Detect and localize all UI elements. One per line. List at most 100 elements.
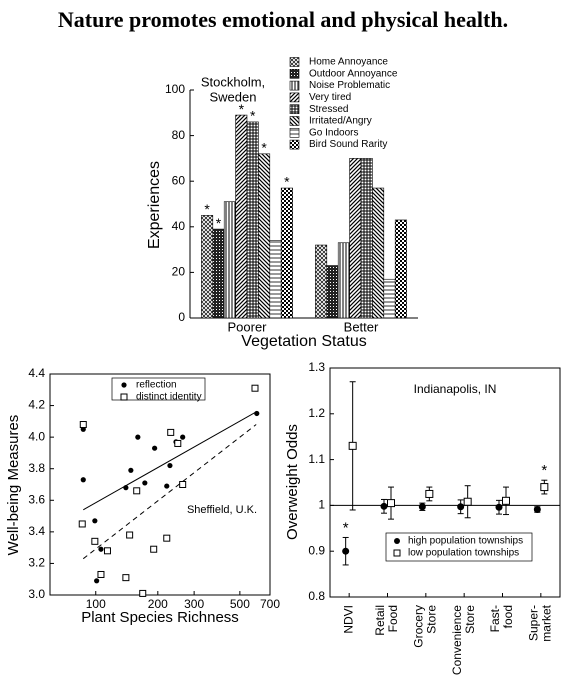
y-tick-label: 1.2 [308,406,325,420]
legend-label: Outdoor Annoyance [309,68,398,79]
legend-swatch [289,104,300,114]
point [123,485,129,491]
y-tick-label: 80 [172,128,186,142]
x-tick-label: 200 [148,597,168,611]
point [463,497,472,506]
point [80,477,86,483]
x-tick-label: food [501,605,515,628]
annotation: Indianapolis, IN [414,382,497,396]
x-tick-label: market [540,604,554,641]
bar [337,242,350,319]
x-tick-label: Retail [373,605,387,636]
legend-frame [385,532,533,562]
y-axis-label: Well-being Measures [5,415,22,556]
legend-label: Home Annoyance [309,57,388,68]
significance: * [261,140,267,156]
point [92,518,98,524]
point [254,410,260,417]
significance: * [284,174,290,190]
y-tick-label: 0.9 [308,543,325,557]
x-tick-label: 100 [86,597,106,611]
fit-line [82,424,257,560]
bar [280,187,293,319]
point [342,547,350,555]
x-tick-label: Store [463,605,477,634]
point [163,534,171,542]
point [495,503,503,511]
significance: * [216,215,222,231]
y-tick-label: 1.1 [308,452,325,466]
bar [349,158,362,319]
point [139,589,147,597]
legend-marker [393,549,401,557]
point [152,445,158,451]
point [97,570,105,578]
y-tick-label: 3.4 [28,524,45,538]
legend-swatch [289,57,300,67]
bar [315,244,328,319]
bar [326,265,339,319]
point [164,483,170,489]
bar [212,228,225,319]
annotation: Sweden [210,89,257,104]
y-tick-label: 3.0 [28,587,45,601]
bar [372,187,385,319]
y-tick-label: 3.8 [28,461,45,475]
point [179,481,187,488]
point [174,439,182,447]
bar [246,121,259,319]
point [121,382,127,388]
legend-swatch [289,128,300,138]
legend-label: reflection [136,380,177,391]
point [348,441,357,450]
y-axis-label: Overweight Odds [284,424,301,540]
point [418,503,426,511]
point [380,502,388,510]
y-tick-label: 40 [172,219,186,233]
x-tick-label: Food [386,605,400,632]
y-tick-label: 4.2 [28,398,45,412]
y-tick-label: 0.8 [308,589,325,603]
point [502,496,510,505]
x-tick-label: NDVI [341,605,355,634]
x-tick-label: Store [425,605,439,634]
legend-frame [111,377,206,401]
fit-line [83,411,257,511]
x-tick-label: 300 [184,597,204,611]
point [180,434,186,440]
bar [269,240,282,319]
legend-label: Stressed [309,104,348,115]
legend-label: Bird Sound Rarity [309,139,387,150]
point [457,503,465,511]
legend-swatch [289,80,300,91]
legend-label: low population townships [408,548,519,559]
bar [258,153,271,319]
point [150,545,158,553]
legend-label: high population townships [408,536,523,547]
x-axis-label: Vegetation Status [241,333,366,350]
x-tick-label: Poorer [227,319,267,334]
y-tick-label: 1 [318,498,325,512]
legend-label: Irritated/Angry [309,116,372,127]
x-tick-label: Grocery [412,605,426,648]
x-tick-label: 700 [260,597,280,611]
plot-frame [49,373,271,596]
y-tick-label: 100 [165,82,185,96]
y-tick-label: 20 [172,265,186,279]
x-axis-label: Plant Species Richness [81,609,239,626]
point [167,428,175,436]
bar [383,278,396,319]
point [167,462,173,469]
point [128,467,134,473]
point [122,574,130,582]
point [540,483,549,492]
point [91,537,99,545]
y-axis-label: Experiences [146,161,163,249]
bar [201,215,214,319]
legend-label: Go Indoors [309,127,358,138]
bar [235,114,248,319]
x-tick-label: Convenience [450,605,464,675]
significance: * [541,462,547,479]
legend-label: Noise Problematic [309,80,390,91]
